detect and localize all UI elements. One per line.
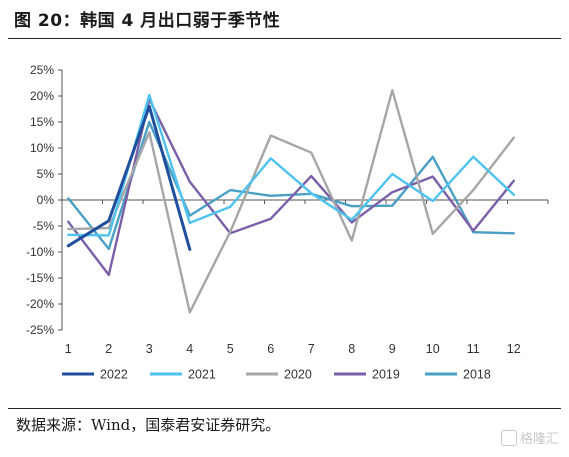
x-tick-label: 8 [348, 342, 355, 356]
x-tick-label: 6 [267, 342, 274, 356]
x-tick-label: 3 [146, 342, 153, 356]
source-note: 数据来源：Wind，国泰君安证券研究。 [16, 416, 281, 434]
legend-label-2020: 2020 [284, 368, 312, 382]
chart-legend: 2022 2021 2020 2019 2018 [62, 368, 491, 382]
x-tick-label: 10 [426, 342, 440, 356]
y-tick-label: 25% [30, 63, 54, 77]
series-line-2022 [66, 104, 192, 251]
y-tick-label: 5% [37, 167, 55, 181]
watermark-logo-icon [500, 430, 517, 446]
x-tick-label: 4 [186, 342, 193, 356]
y-tick-label: 20% [30, 89, 54, 103]
chart-series [66, 89, 515, 314]
legend-label-2018: 2018 [463, 368, 491, 382]
line-chart: 25%20%15%10%5%0%-5%-10%-15%-20%-25%1 2 3 4 5… [26, 63, 549, 382]
y-tick-label: 15% [30, 115, 54, 129]
y-tick-label: -25% [26, 323, 54, 337]
watermark-text: 格隆汇 [519, 432, 559, 447]
y-tick-label: -15% [26, 271, 54, 285]
chart-axes: 25%20%15%10%5%0%-5%-10%-15%-20%-25%1 2 3 4 5… [26, 63, 549, 356]
figure-title: 图 20：韩国 4 月出口弱于季节性 [14, 11, 281, 31]
x-tick-label: 7 [308, 342, 315, 356]
legend-label-2022: 2022 [100, 368, 128, 382]
x-tick-label: 11 [467, 342, 480, 356]
watermark: 格隆汇 [500, 428, 559, 447]
x-tick-label: 5 [227, 342, 234, 356]
x-tick-label: 9 [389, 342, 396, 356]
y-tick-label: 10% [30, 141, 54, 155]
series-line-2021 [67, 93, 515, 237]
y-tick-label: -20% [26, 297, 54, 311]
x-tick-label: 1 [65, 342, 72, 356]
y-tick-label: 0% [37, 193, 55, 207]
x-tick-label: 12 [507, 342, 521, 356]
x-tick-label: 2 [105, 342, 112, 356]
top-rule [8, 38, 561, 39]
y-tick-label: -5% [33, 219, 55, 233]
series-line-2018 [67, 120, 515, 251]
legend-label-2021: 2021 [188, 368, 216, 382]
legend-label-2019: 2019 [372, 368, 400, 382]
series-line-2020 [67, 89, 515, 314]
y-tick-label: -10% [26, 245, 54, 259]
bottom-rule [8, 408, 561, 409]
